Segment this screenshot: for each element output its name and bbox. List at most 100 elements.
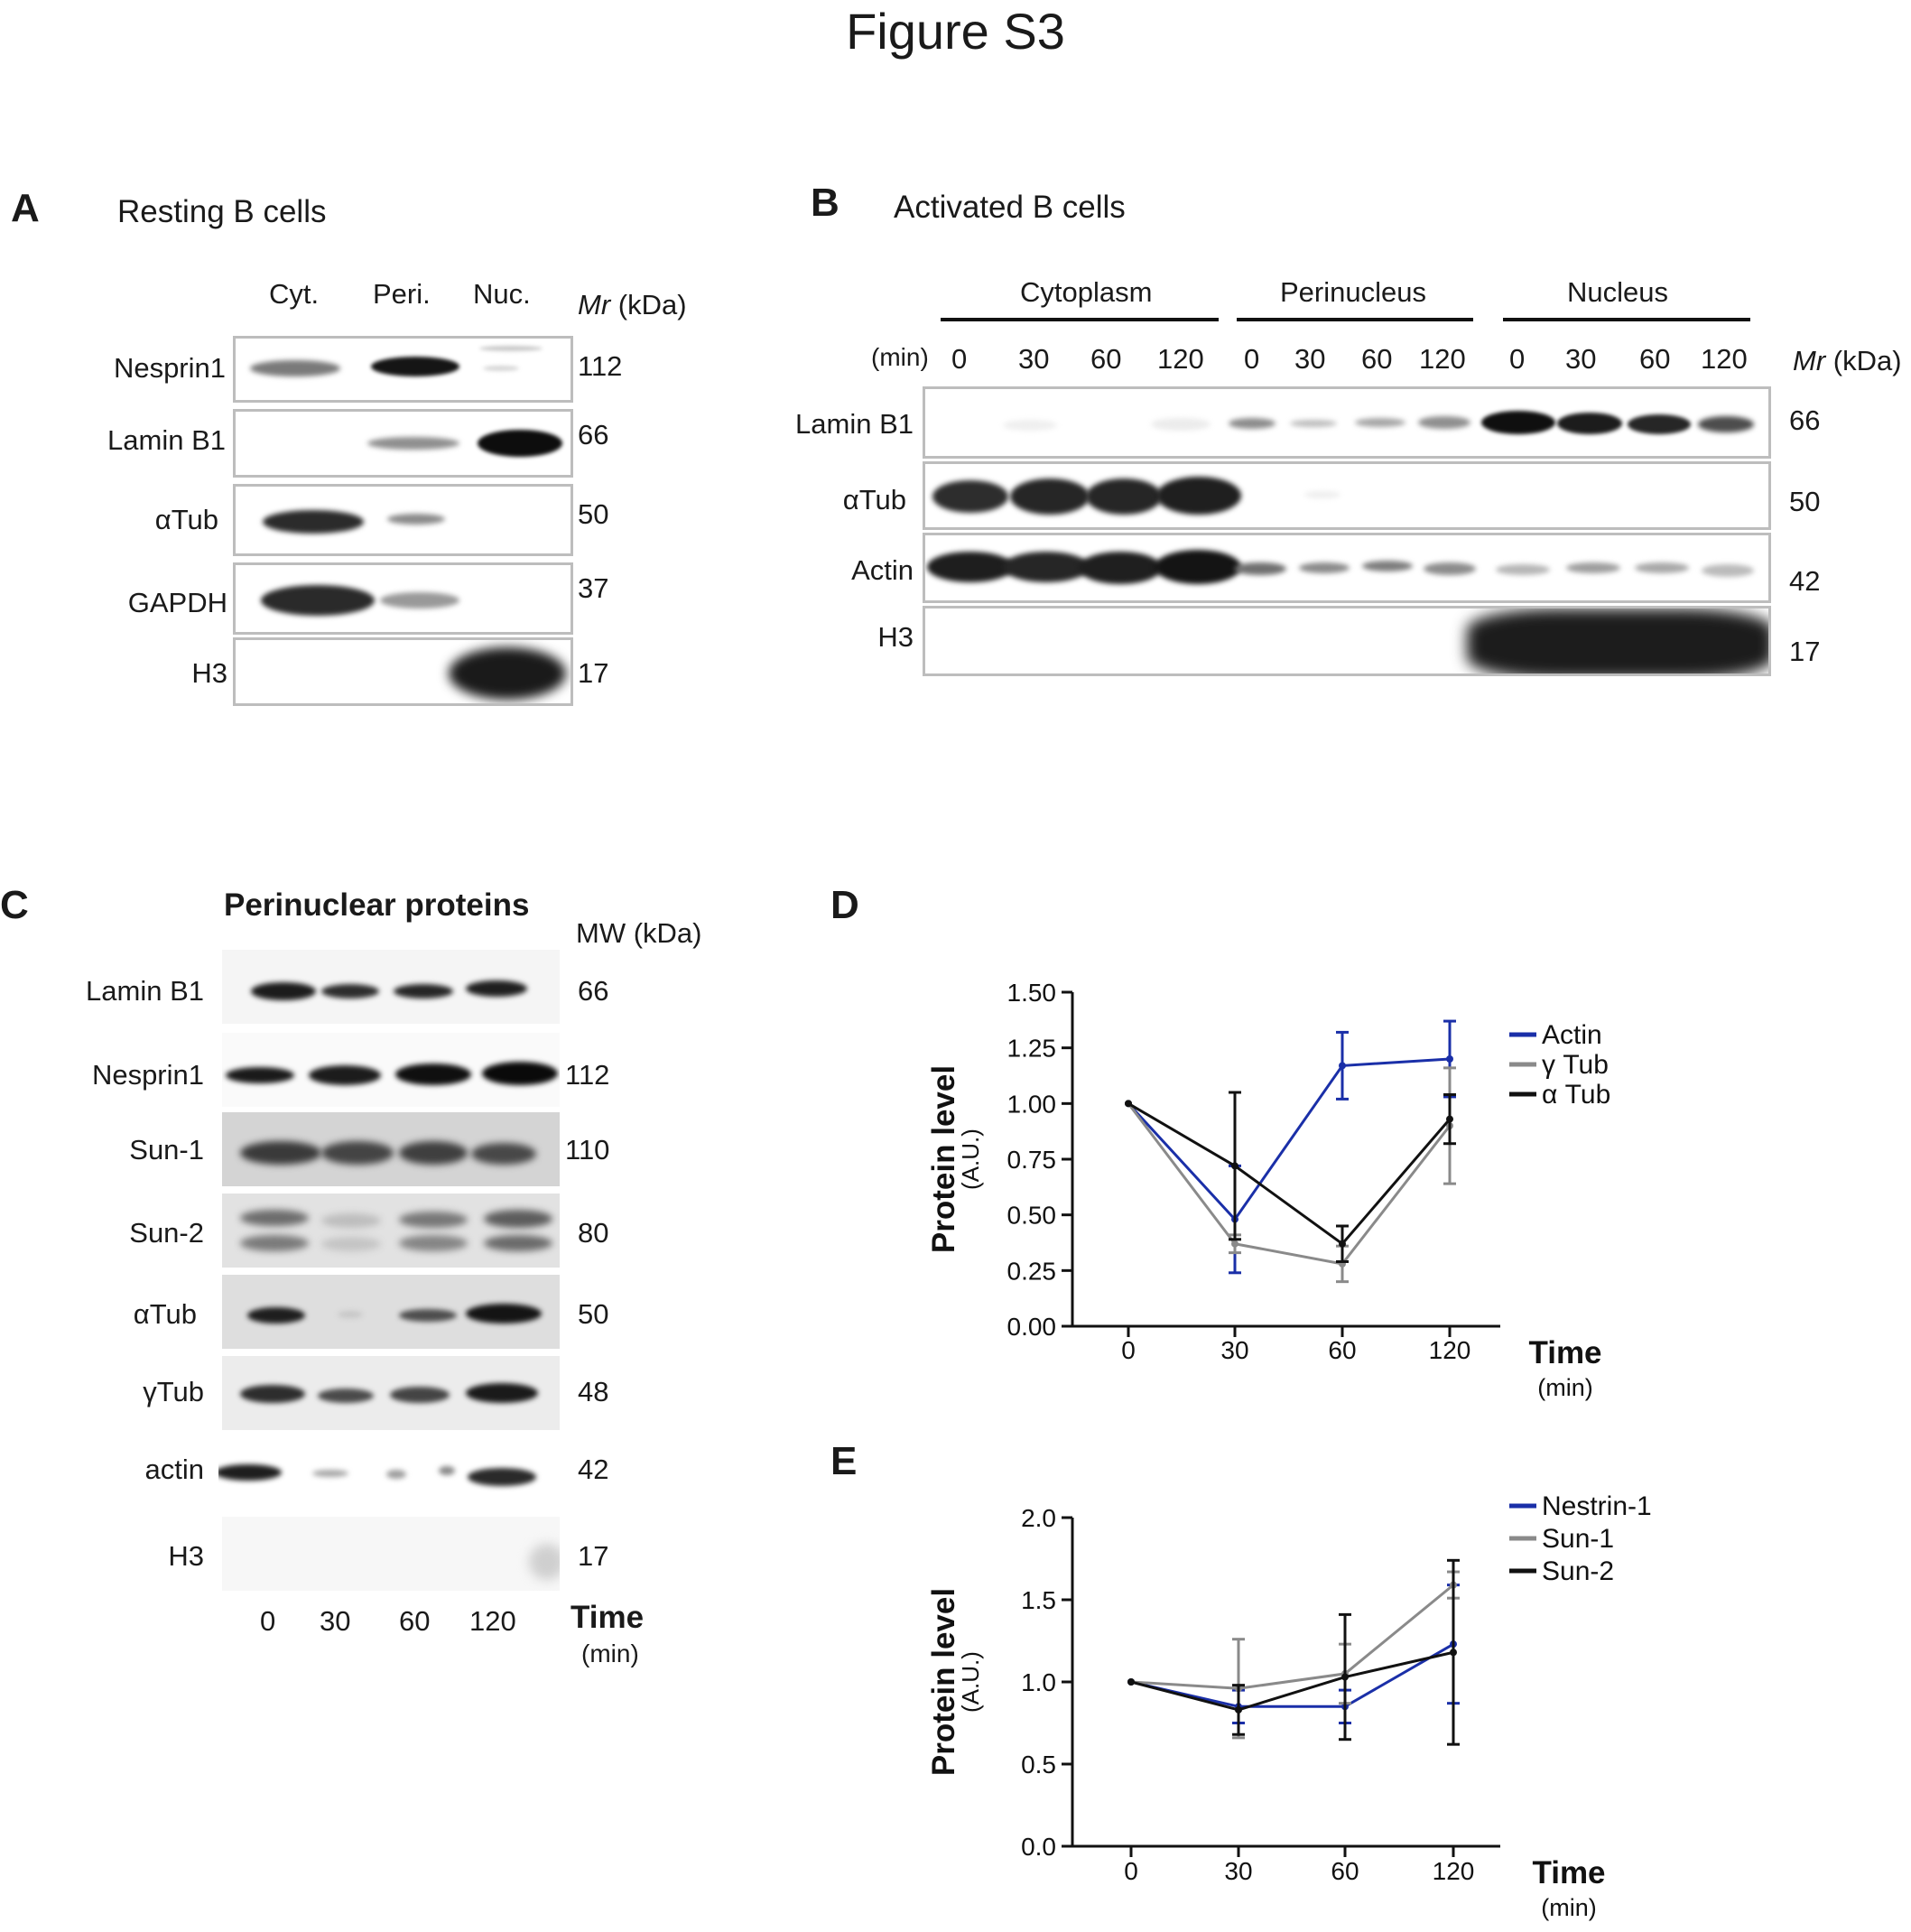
panel-a-blot-nesprin1 <box>233 336 573 403</box>
panel-b-title: Activated B cells <box>894 190 1126 225</box>
chart-d-x-label-unit: (min) <box>1537 1374 1593 1401</box>
panel-c-blot-sun2 <box>222 1194 560 1268</box>
panel-a-row-label: Lamin B1 <box>107 424 226 456</box>
chart-d-y-label-unit: (A.U.) <box>957 1129 984 1190</box>
panel-c-time: 30 <box>320 1605 351 1637</box>
panel-c-blot-nesprin1 <box>222 1033 560 1107</box>
chart-e-x-label: Time <box>1532 1855 1605 1890</box>
panel-b-blot-actin <box>923 533 1771 603</box>
chart-e-x-tick-label: 60 <box>1331 1857 1359 1885</box>
chart-d-series-line <box>1127 1102 1452 1246</box>
chart-d-y-label: Protein level <box>926 1065 961 1253</box>
panel-c-row-label: αTub <box>133 1298 197 1330</box>
panel-b-time-unit: (min) <box>871 343 929 371</box>
chart-d-data-point <box>1339 1062 1346 1070</box>
panel-b-group-bracket <box>1237 318 1473 321</box>
panel-a-mw: 50 <box>578 498 609 530</box>
chart-d-y-tick-label: 0.50 <box>1007 1202 1057 1230</box>
panel-a-blot-laminb1 <box>233 409 573 478</box>
chart-d-x-tick-label: 30 <box>1220 1336 1248 1364</box>
panel-c-row-label: Sun-2 <box>129 1217 204 1249</box>
panel-b-blot-h3 <box>923 606 1771 676</box>
panel-a-col-peri: Peri. <box>373 278 431 310</box>
panel-b-group-cytoplasm: Cytoplasm <box>1020 276 1153 308</box>
panel-c-row-label: Nesprin1 <box>91 1059 204 1091</box>
panel-b-blot-atub <box>923 461 1771 530</box>
chart-e-x-tick-label: 120 <box>1433 1857 1475 1885</box>
panel-a-mr-label: Mr (kDa) <box>578 289 687 320</box>
panel-c-blot-laminb1 <box>222 950 560 1024</box>
panel-c-mw: 50 <box>578 1298 609 1330</box>
panel-a-mw: 112 <box>578 350 623 382</box>
panel-b-time: 60 <box>1361 343 1393 375</box>
panel-c-blot-sun1 <box>222 1112 560 1186</box>
panel-c-row-label: Sun-1 <box>129 1134 204 1166</box>
figure-title: Figure S3 <box>846 3 1065 60</box>
panel-a-mw: 17 <box>578 657 609 689</box>
chart-d-series-line <box>1127 1102 1452 1266</box>
chart-e-series-line <box>1130 1642 1454 1708</box>
panel-b-time: 30 <box>1294 343 1326 375</box>
panel-b-group-nucleus: Nucleus <box>1567 276 1668 308</box>
panel-a-row-label: GAPDH <box>127 587 227 618</box>
chart-e-data-point <box>1450 1649 1457 1657</box>
panel-b-mw: 66 <box>1789 404 1821 436</box>
chart-e-y-tick-label: 1.0 <box>1021 1668 1056 1696</box>
panel-b-time: 60 <box>1090 343 1122 375</box>
panel-b-row-label: H3 <box>877 621 914 653</box>
panel-b-letter: B <box>811 181 840 225</box>
chart-e-series-line <box>1130 1650 1454 1712</box>
panel-c-mw: 17 <box>578 1540 609 1572</box>
panel-a-col-cyt: Cyt. <box>269 278 320 310</box>
panel-a-letter: A <box>11 186 40 230</box>
chart-e-data-point <box>1341 1673 1349 1681</box>
chart-d-legend-label: γ Tub <box>1542 1050 1609 1080</box>
panel-b-blot-laminb1 <box>923 386 1771 459</box>
panel-b-row-label: αTub <box>842 484 906 516</box>
chart-d-x-tick-label: 0 <box>1121 1336 1136 1364</box>
chart-e-legend-label: Nestrin-1 <box>1542 1491 1652 1521</box>
panel-b-time: 120 <box>1419 343 1466 375</box>
chart-e-y-label: Protein level <box>926 1588 961 1776</box>
panel-c-row-label: Lamin B1 <box>86 975 204 1007</box>
chart-d-y-tick-label: 0.25 <box>1007 1257 1057 1285</box>
panel-c-time-unit: (min) <box>581 1639 639 1667</box>
chart-d-y-tick-label: 0.00 <box>1007 1313 1057 1341</box>
panel-d-letter: D <box>830 883 859 927</box>
panel-b-mr-label: Mr (kDa) <box>1793 345 1902 376</box>
panel-b-time: 30 <box>1565 343 1597 375</box>
panel-c-mw-label: MW (kDa) <box>576 917 702 949</box>
chart-e-x-tick-label: 30 <box>1224 1857 1252 1885</box>
panel-c-mw: 42 <box>578 1454 609 1485</box>
panel-b-time: 0 <box>951 343 968 375</box>
chart-d-data-point <box>1446 1055 1453 1063</box>
panel-b-mw: 42 <box>1789 565 1821 597</box>
chart-d-legend-label: Actin <box>1542 1020 1602 1050</box>
chart-d-series-line <box>1127 1057 1451 1221</box>
chart-e-y-tick-label: 2.0 <box>1021 1504 1056 1532</box>
chart-d-x-tick-label: 60 <box>1328 1336 1356 1364</box>
panel-c-mw: 48 <box>578 1376 609 1407</box>
panel-b-row-label: Lamin B1 <box>795 408 914 440</box>
chart-d-data-point <box>1125 1100 1132 1108</box>
chart-d-y-tick-label: 1.00 <box>1007 1090 1057 1118</box>
panel-a-title: Resting B cells <box>117 194 327 229</box>
panel-b-row-label: Actin <box>851 554 914 586</box>
panel-b-time: 30 <box>1018 343 1050 375</box>
chart-d-x-label: Time <box>1528 1335 1601 1370</box>
chart-d-x-tick-label: 120 <box>1429 1336 1471 1364</box>
panel-b-mw: 50 <box>1789 486 1821 517</box>
panel-b-time: 0 <box>1509 343 1526 375</box>
panel-c-mw: 80 <box>578 1217 609 1249</box>
chart-d-data-point <box>1231 1162 1238 1170</box>
chart-e-legend-label: Sun-1 <box>1542 1524 1614 1554</box>
panel-c-time: 0 <box>260 1605 276 1637</box>
chart-d-data-point <box>1231 1240 1238 1248</box>
panel-a-blot-h3 <box>233 637 573 706</box>
chart-e-legend-label: Sun-2 <box>1542 1556 1614 1586</box>
panel-a-mw: 37 <box>578 572 609 604</box>
panel-b-group-perinucleus: Perinucleus <box>1280 276 1426 308</box>
panel-b-time: 0 <box>1244 343 1260 375</box>
panel-c-row-label: actin <box>144 1454 204 1485</box>
